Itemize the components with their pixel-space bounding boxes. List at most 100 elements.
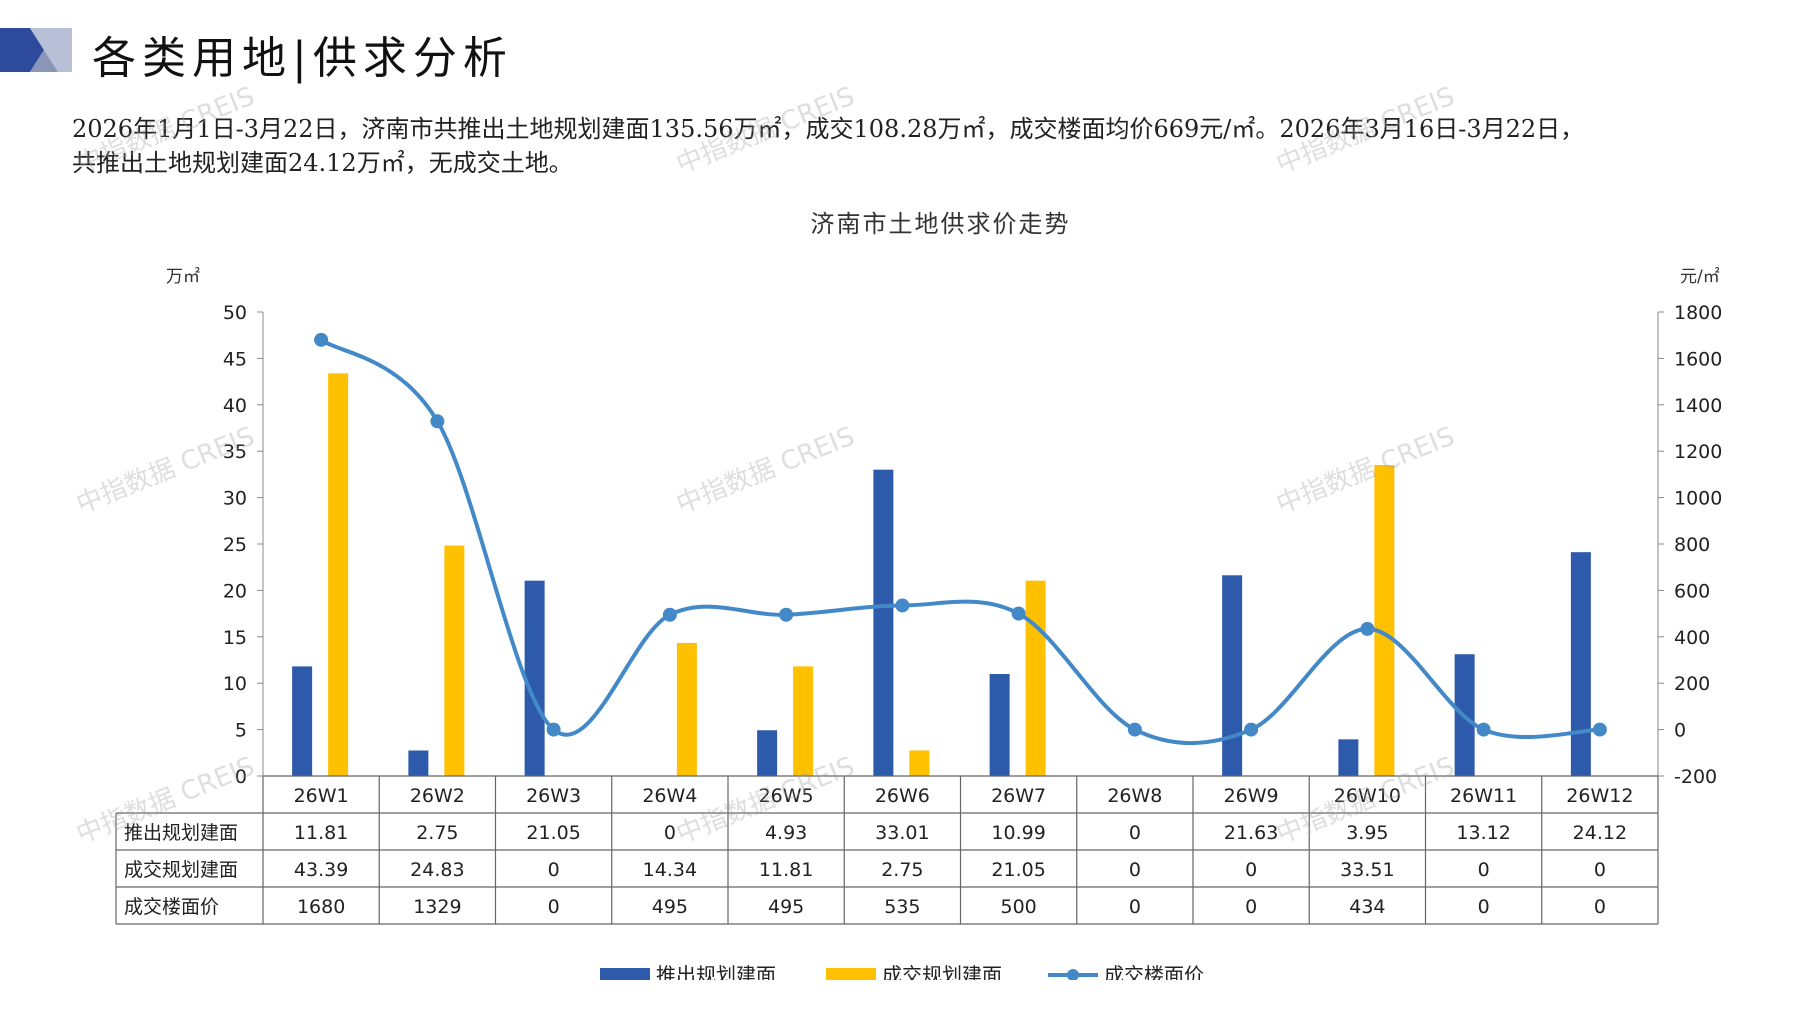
- supply-bar: [757, 730, 778, 776]
- price-line: [319, 338, 1600, 746]
- deal-bar: [328, 373, 349, 776]
- right-tick-label: 1400: [1674, 395, 1722, 417]
- summary-line-1: 2026年1月1日-3月22日，济南市共推出土地规划建面135.56万㎡，成交1…: [72, 115, 1585, 143]
- category-label: 26W1: [294, 785, 349, 807]
- category-label: 26W6: [875, 785, 930, 807]
- category-label: 26W10: [1334, 785, 1401, 807]
- table-cell: 535: [884, 896, 920, 918]
- table-cell: 11.81: [294, 822, 348, 844]
- left-axis-unit: 万㎡: [166, 267, 200, 287]
- chart-title: 济南市土地供求价走势: [811, 210, 1071, 238]
- left-tick-label: 45: [223, 348, 247, 370]
- right-tick-label: 200: [1674, 673, 1710, 695]
- left-tick-label: 20: [223, 580, 247, 602]
- table-cell: 10.99: [991, 822, 1045, 844]
- table-cell: 0: [548, 859, 560, 881]
- category-label: 26W2: [410, 785, 465, 807]
- table-row-header: 成交楼面价: [124, 896, 219, 918]
- left-tick-label: 5: [235, 720, 247, 742]
- right-tick-label: -200: [1674, 766, 1717, 788]
- right-tick-label: 1000: [1674, 488, 1722, 510]
- category-label: 26W9: [1224, 785, 1279, 807]
- deal-bar: [444, 545, 465, 776]
- price-point: [430, 414, 445, 429]
- price-point: [1476, 722, 1491, 737]
- header-decoration: [0, 28, 72, 72]
- table-cell: 500: [1000, 896, 1036, 918]
- price-point: [1244, 722, 1259, 737]
- right-tick-label: 600: [1674, 580, 1710, 602]
- table-cell: 495: [652, 896, 688, 918]
- table-cell: 0: [1245, 859, 1257, 881]
- right-tick-label: 800: [1674, 534, 1710, 556]
- left-tick-label: 35: [223, 441, 247, 463]
- left-tick-label: 0: [235, 766, 247, 788]
- table-cell: 13.12: [1456, 822, 1510, 844]
- price-point: [662, 607, 677, 622]
- table-cell: 24.83: [410, 859, 464, 881]
- supply-bar: [873, 469, 894, 776]
- left-tick-label: 25: [223, 534, 247, 556]
- summary-text: 2026年1月1日-3月22日，济南市共推出土地规划建面135.56万㎡，成交1…: [72, 112, 1752, 180]
- table-cell: 0: [1129, 896, 1141, 918]
- table-cell: 0: [1129, 859, 1141, 881]
- deal-bar: [676, 642, 697, 776]
- table-cell: 21.05: [991, 859, 1045, 881]
- legend-swatch: [600, 968, 650, 980]
- right-tick-label: 400: [1674, 627, 1710, 649]
- table-cell: 33.51: [1340, 859, 1394, 881]
- legend-label: 推出规划建面: [656, 963, 776, 980]
- table-cell: 21.05: [526, 822, 580, 844]
- supply-bar: [1222, 575, 1243, 776]
- table-cell: 43.39: [294, 859, 348, 881]
- right-axis-unit: 元/㎡: [1680, 267, 1720, 287]
- table-cell: 24.12: [1573, 822, 1627, 844]
- left-tick-label: 50: [223, 302, 247, 324]
- table-cell: 495: [768, 896, 804, 918]
- supply-bar: [292, 666, 313, 776]
- table-cell: 4.93: [765, 822, 807, 844]
- category-label: 26W8: [1107, 785, 1162, 807]
- table-cell: 3.95: [1346, 822, 1388, 844]
- table-cell: 11.81: [759, 859, 813, 881]
- deal-bar: [1025, 580, 1046, 776]
- left-tick-label: 30: [223, 488, 247, 510]
- table-cell: 2.75: [416, 822, 458, 844]
- table-cell: 0: [548, 896, 560, 918]
- price-point: [1592, 722, 1607, 737]
- category-label: 26W5: [759, 785, 814, 807]
- table-cell: 434: [1349, 896, 1385, 918]
- price-point: [314, 332, 329, 347]
- table-cell: 0: [1245, 896, 1257, 918]
- supply-bar: [1570, 552, 1591, 776]
- left-tick-label: 10: [223, 673, 247, 695]
- table-cell: 0: [1129, 822, 1141, 844]
- table-cell: 0: [664, 822, 676, 844]
- price-point: [779, 607, 794, 622]
- supply-bar: [989, 674, 1010, 776]
- table-cell: 1329: [413, 896, 461, 918]
- legend-label: 成交规划建面: [882, 963, 1002, 980]
- summary-line-2: 共推出土地规划建面24.12万㎡，无成交土地。: [72, 149, 573, 177]
- supply-bar: [408, 750, 429, 776]
- right-tick-label: 1800: [1674, 302, 1722, 324]
- right-tick-label: 1600: [1674, 348, 1722, 370]
- category-label: 26W12: [1566, 785, 1633, 807]
- deal-bar: [793, 666, 814, 776]
- left-tick-label: 15: [223, 627, 247, 649]
- category-label: 26W7: [991, 785, 1046, 807]
- price-point: [1011, 606, 1026, 621]
- page-title: 各类用地|供求分析: [92, 33, 513, 84]
- table-cell: 2.75: [881, 859, 923, 881]
- price-point: [895, 598, 910, 613]
- deal-bar: [1374, 465, 1395, 776]
- deal-bar: [909, 750, 930, 776]
- left-tick-label: 40: [223, 395, 247, 417]
- table-row-header: 成交规划建面: [124, 859, 238, 881]
- table-cell: 1680: [297, 896, 345, 918]
- category-label: 26W3: [526, 785, 581, 807]
- table-cell: 0: [1478, 859, 1490, 881]
- table-cell: 33.01: [875, 822, 929, 844]
- price-point: [1127, 722, 1142, 737]
